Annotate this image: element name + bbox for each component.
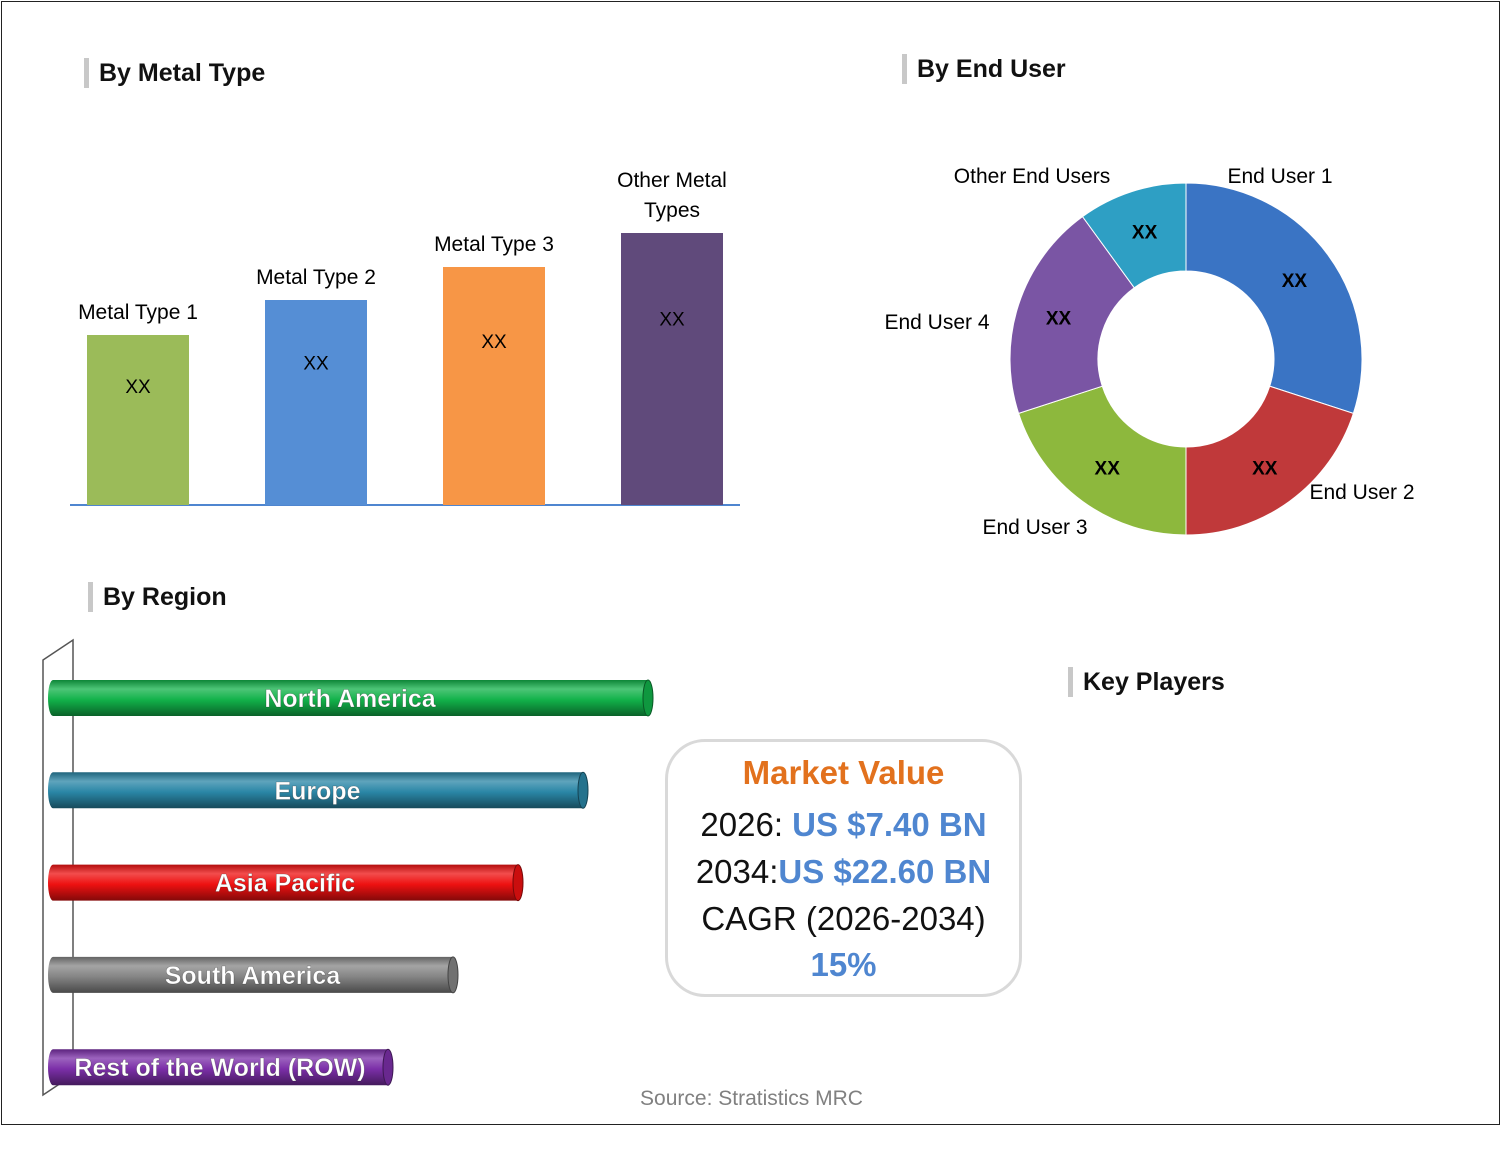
- metal-type-title: By Metal Type: [84, 58, 265, 88]
- metal-category-label: Metal Type 1: [78, 301, 198, 324]
- market-2034-line: 2034:US $22.60 BN: [668, 853, 1019, 891]
- donut-slice-value-label: XX: [1095, 458, 1121, 479]
- region-title: By Region: [88, 582, 227, 612]
- region-bar: [48, 864, 523, 901]
- cagr-label: CAGR (2026-2034): [701, 900, 986, 937]
- donut-slice: [1017, 385, 1187, 536]
- donut-slice-value-label: XX: [1132, 223, 1158, 244]
- region-bar: [48, 680, 653, 716]
- metal-bar: [443, 267, 545, 505]
- metal-bar-value-label: XX: [481, 332, 507, 353]
- end-user-title: By End User: [902, 54, 1066, 84]
- source-note: Source: Stratistics MRC: [640, 1087, 863, 1110]
- market-2026-line: 2026: US $7.40 BN: [668, 806, 1019, 844]
- region-bar-chart: North America Europe Asia Pacific South Ame…: [42, 638, 654, 1097]
- region-bar-label: Europe: [274, 777, 360, 805]
- metal-category-label: Types: [644, 199, 700, 222]
- market-2034-value: US $22.60 BN: [778, 853, 992, 890]
- donut-slice: [1081, 182, 1187, 289]
- market-2026-label: 2026:: [700, 806, 793, 843]
- end-user-donut-chart: XX End User 1 XX End User 2 XX End User 3 XX En…: [884, 165, 1414, 539]
- region-bar-cap: [447, 956, 459, 994]
- donut-category-label: Other End Users: [954, 165, 1110, 188]
- region-bar-cap: [642, 679, 654, 717]
- donut-category-label: End User 1: [1227, 165, 1332, 188]
- metal-category-label: Metal Type 2: [256, 266, 376, 289]
- market-value-title: Market Value: [742, 754, 945, 791]
- donut-slice-value-label: XX: [1282, 271, 1308, 292]
- donut-slice-value-label: XX: [1046, 309, 1072, 330]
- donut-slice-value-label: XX: [1252, 458, 1278, 479]
- region-bar-label: North America: [264, 685, 436, 713]
- metal-bar-value-label: XX: [659, 309, 685, 330]
- metal-bar: [265, 300, 367, 505]
- donut-category-label: End User 3: [982, 516, 1087, 539]
- region-bar-cap: [512, 864, 524, 902]
- metal-type-bar-chart: XX Metal Type 1 XX Metal Type 2 XX Metal Type…: [70, 169, 740, 506]
- donut-category-label: End User 2: [1309, 481, 1414, 504]
- donut-category-label: End User 4: [884, 311, 989, 334]
- metal-bar-value-label: XX: [303, 354, 329, 375]
- donut-slice: [1009, 215, 1135, 415]
- cagr-value: 15%: [810, 946, 877, 983]
- metal-bar: [621, 233, 723, 505]
- region-bar-cap: [577, 771, 589, 809]
- region-bar-cap: [382, 1048, 394, 1086]
- donut-slice: [1185, 385, 1355, 536]
- metal-category-label: Other Metal: [617, 169, 727, 192]
- region-bar-label: Asia Pacific: [215, 870, 355, 898]
- metal-bar: [87, 335, 189, 505]
- market-2034-label: 2034:: [695, 853, 779, 890]
- market-2026-value: US $7.40 BN: [792, 806, 987, 843]
- region-bar-label: South America: [165, 962, 342, 990]
- region-bar: [48, 772, 588, 809]
- region-bar: [48, 1049, 393, 1086]
- key-players-title: Key Players: [1068, 667, 1225, 697]
- region-bar-label: Rest of the World (ROW): [74, 1054, 365, 1082]
- market-value-box: Market Value 2026: US $7.40 BN 2034:US $…: [665, 739, 1022, 997]
- region-bar: [48, 956, 458, 993]
- metal-category-label: Metal Type 3: [434, 233, 554, 256]
- infographic-frame: [1, 1, 1500, 1125]
- donut-slice: [1185, 182, 1363, 415]
- metal-bar-value-label: XX: [125, 377, 151, 398]
